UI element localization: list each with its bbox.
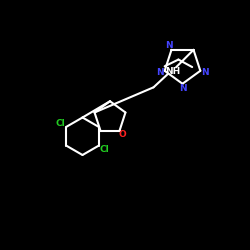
Text: N: N bbox=[156, 68, 164, 77]
Text: Cl: Cl bbox=[55, 119, 65, 128]
Text: NH: NH bbox=[165, 66, 180, 76]
Text: N: N bbox=[201, 68, 209, 77]
Text: N: N bbox=[165, 41, 172, 50]
Text: N: N bbox=[179, 84, 186, 93]
Text: O: O bbox=[118, 130, 126, 139]
Text: Cl: Cl bbox=[100, 144, 110, 154]
